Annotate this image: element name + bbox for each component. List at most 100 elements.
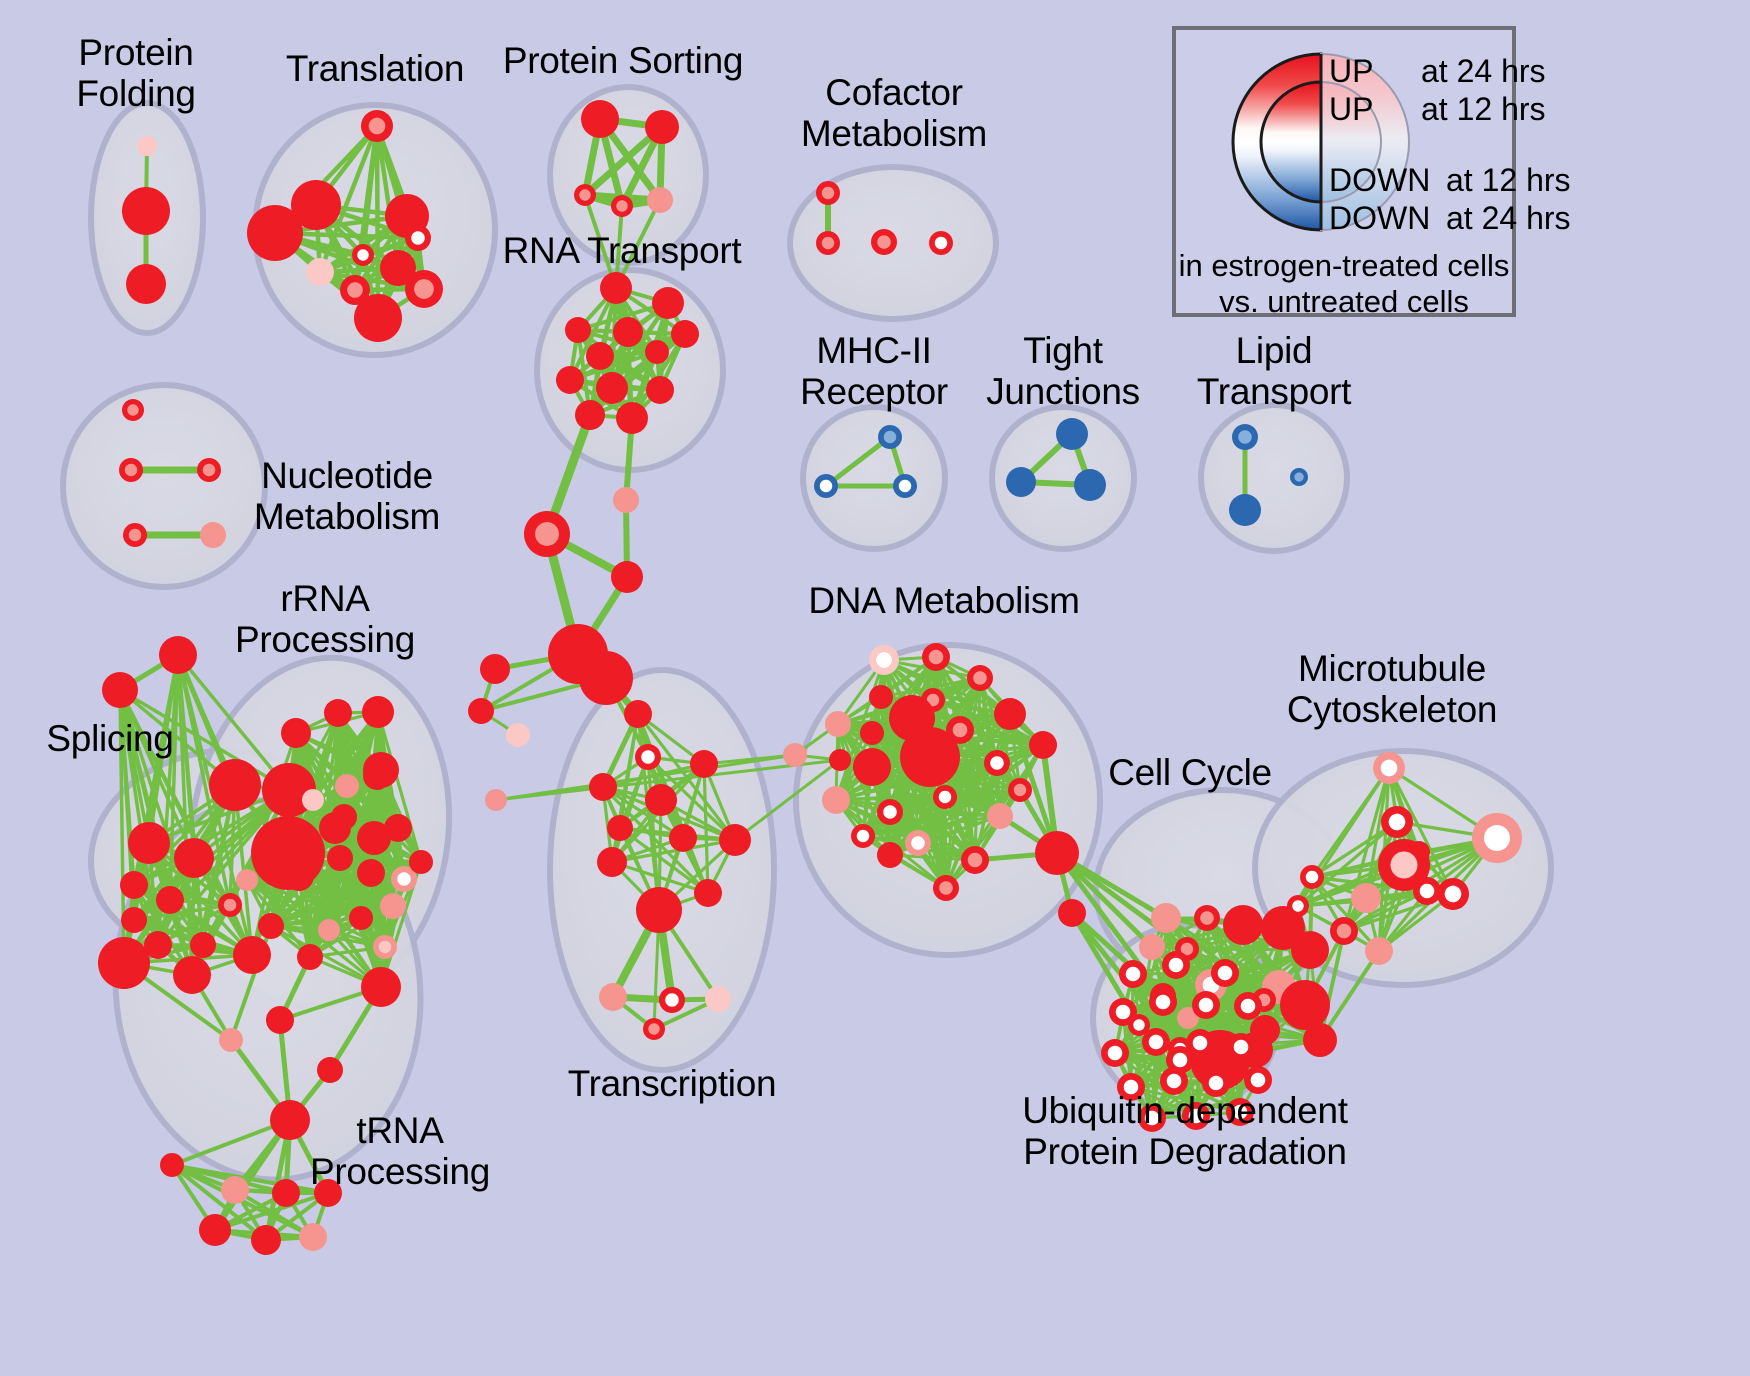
network-node	[480, 654, 510, 684]
network-edge	[1185, 947, 1312, 952]
cluster-label-lipid-transport: Lipid Transport	[1196, 330, 1352, 413]
cluster-blob-mhc-ii-receptor	[800, 404, 948, 552]
network-edge	[494, 753, 797, 802]
network-node	[1291, 931, 1329, 969]
network-node	[645, 340, 669, 364]
network-node	[961, 846, 989, 874]
network-node	[468, 698, 494, 724]
network-node	[659, 987, 685, 1013]
network-node	[221, 1176, 249, 1204]
legend-time-3: at 24 hrs	[1446, 200, 1571, 236]
network-edge	[1318, 929, 1346, 1042]
network-node	[825, 711, 851, 737]
network-node	[1058, 899, 1086, 927]
network-node	[159, 636, 197, 674]
network-node	[816, 231, 840, 255]
network-node	[1192, 991, 1220, 1019]
network-edge	[1387, 766, 1455, 896]
network-node	[121, 907, 147, 933]
network-node	[1202, 1069, 1230, 1097]
network-node	[1229, 494, 1261, 526]
network-node	[596, 372, 628, 404]
network-node	[1008, 778, 1032, 802]
network-node	[613, 487, 639, 513]
network-node	[853, 748, 891, 786]
network-edge	[978, 676, 1022, 792]
network-node	[335, 774, 359, 798]
network-node	[556, 366, 584, 394]
cluster-label-protein-folding: Protein Folding	[76, 32, 196, 115]
network-node	[611, 195, 633, 217]
network-edge	[118, 688, 291, 792]
network-edge	[879, 676, 982, 699]
network-edge	[702, 762, 710, 895]
network-node	[645, 784, 677, 816]
network-edge	[1007, 711, 1060, 856]
network-node	[922, 643, 950, 671]
network-node	[524, 511, 570, 557]
network-node	[1194, 905, 1220, 931]
network-edge	[823, 434, 893, 489]
network-node	[363, 752, 399, 788]
network-node	[1139, 934, 1165, 960]
network-edge	[646, 755, 737, 842]
network-node	[120, 871, 148, 899]
network-node	[314, 1179, 342, 1207]
network-node	[635, 744, 661, 770]
network-edge	[132, 903, 232, 922]
network-node	[574, 184, 596, 206]
network-node	[877, 842, 903, 868]
network-node	[1119, 960, 1147, 988]
network-edge	[170, 1118, 292, 1167]
network-node	[1378, 839, 1430, 891]
network-edge	[1310, 820, 1399, 879]
network-edge	[733, 758, 842, 842]
network-node	[1211, 959, 1239, 987]
network-edge	[610, 860, 710, 895]
cluster-label-cell-cycle: Cell Cycle	[1108, 752, 1272, 793]
network-node	[122, 399, 144, 421]
cluster-label-trna-processing: tRNA Processing	[309, 1110, 491, 1193]
network-node	[340, 275, 370, 305]
network-edge	[1310, 766, 1391, 879]
network-node	[822, 786, 850, 814]
network-node	[893, 474, 917, 498]
network-node	[1287, 895, 1309, 917]
cluster-label-transcription: Transcription	[567, 1063, 777, 1104]
cluster-label-dna-metabolism: DNA Metabolism	[808, 580, 1080, 621]
network-node	[174, 838, 214, 878]
network-edge	[1296, 820, 1399, 908]
network-node	[405, 270, 443, 308]
network-node	[218, 893, 242, 917]
network-node	[1232, 424, 1258, 450]
network-node	[611, 561, 643, 593]
network-node	[987, 803, 1013, 829]
network-node	[1029, 731, 1057, 759]
network-node	[616, 402, 648, 434]
network-node	[1166, 1046, 1194, 1074]
network-node	[1035, 831, 1079, 875]
network-node	[1373, 752, 1405, 784]
network-node	[1365, 937, 1393, 965]
legend-state-3: DOWN	[1329, 200, 1431, 236]
network-node	[869, 685, 893, 709]
network-node	[597, 847, 627, 877]
network-node	[613, 317, 643, 347]
network-node	[1074, 469, 1106, 501]
legend-state-0: UP	[1329, 53, 1374, 89]
network-node	[1280, 980, 1330, 1030]
network-node	[251, 1225, 281, 1255]
network-node	[262, 763, 316, 817]
cluster-label-cofactor-metabolism: Cofactor Metabolism	[800, 72, 988, 155]
network-node	[122, 187, 170, 235]
network-edge	[614, 198, 662, 290]
network-edge	[212, 1117, 293, 1233]
network-node	[317, 1057, 343, 1083]
network-node	[929, 231, 953, 255]
network-node	[1290, 468, 1308, 486]
legend-footer-line2: vs. untreated cells	[1219, 284, 1469, 319]
network-node	[299, 1223, 327, 1251]
network-node	[586, 342, 614, 370]
network-edge	[888, 853, 977, 862]
